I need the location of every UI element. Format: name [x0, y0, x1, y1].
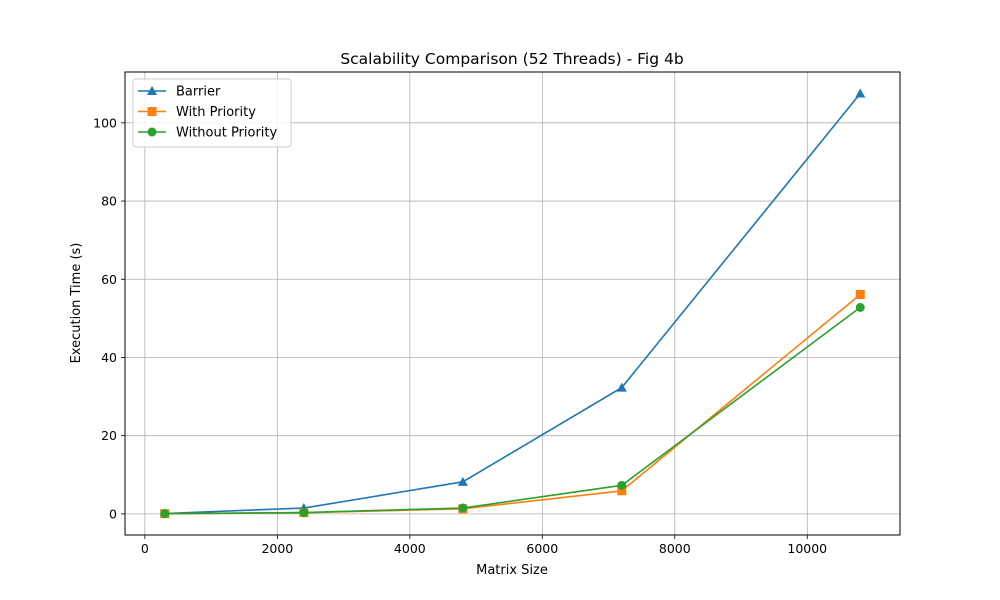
y-tick-label: 20: [101, 428, 117, 443]
data-point-with-priority: [855, 290, 865, 300]
legend-item-barrier: Barrier: [138, 85, 221, 100]
x-tick-label: 6000: [526, 541, 558, 556]
y-tick-label: 0: [109, 506, 117, 521]
data-point-with-priority: [617, 486, 627, 496]
data-point-barrier: [457, 476, 468, 486]
series-layer: [159, 88, 866, 519]
y-axis-label: Execution Time (s): [69, 243, 84, 364]
y-tick-label: 60: [101, 272, 117, 287]
data-point-without-priority: [458, 503, 468, 513]
legend-marker-with-priority: [147, 107, 157, 116]
y-tick-label: 100: [93, 115, 117, 130]
y-tick-label: 80: [101, 194, 117, 209]
x-tick-label: 0: [141, 541, 149, 556]
data-point-without-priority: [160, 509, 170, 519]
legend-label: Without Priority: [176, 126, 278, 141]
legend-item-without-priority: Without Priority: [138, 126, 278, 141]
series-without-priority: [160, 302, 865, 519]
legend-label: With Priority: [176, 105, 256, 120]
legend-label: Barrier: [176, 85, 221, 100]
legend-box: [132, 78, 292, 148]
plot-frame: [124, 71, 901, 536]
legend-item-with-priority: With Priority: [138, 105, 256, 120]
y-axis: 0 20 40 60 80 100: [93, 115, 125, 521]
legend-marker-barrier: [147, 86, 157, 95]
data-point-barrier: [855, 88, 866, 98]
x-axis: 0 2000 4000 6000 8000 10000: [141, 535, 827, 556]
x-tick-label: 10000: [787, 541, 827, 556]
grid: [125, 72, 900, 535]
y-tick-label: 40: [101, 350, 117, 365]
x-tick-label: 2000: [261, 541, 293, 556]
data-point-without-priority: [299, 508, 309, 518]
x-tick-label: 8000: [659, 541, 691, 556]
legend: Barrier With Priority Without Priority: [132, 78, 292, 148]
x-tick-label: 4000: [394, 541, 426, 556]
data-point-without-priority: [617, 480, 627, 490]
legend-marker-without-priority: [147, 127, 157, 137]
chart-title: Scalability Comparison (52 Threads) - Fi…: [340, 50, 683, 68]
data-point-without-priority: [855, 302, 865, 312]
data-point-barrier: [616, 382, 627, 392]
x-axis-label: Matrix Size: [476, 563, 548, 578]
